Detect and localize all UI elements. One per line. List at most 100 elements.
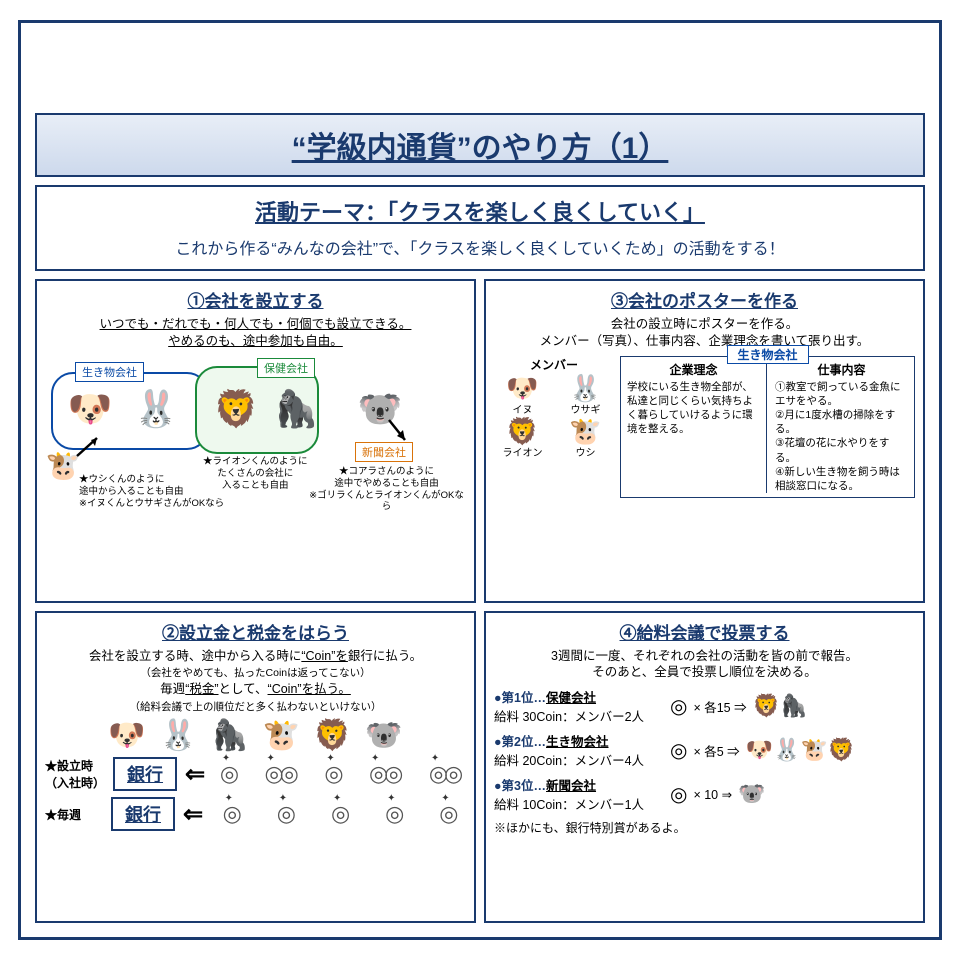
bank-button: 銀行 bbox=[113, 757, 177, 791]
animal-icon: 🐮 bbox=[800, 737, 827, 762]
rank-position: ●第2位… bbox=[494, 735, 546, 749]
rank-recipients: 🐶🐰🐮🦁 bbox=[746, 737, 856, 763]
panel2-title: ②設立金と税金をはらう bbox=[45, 619, 466, 644]
title-bar: “学級内通貨”のやり方（1） bbox=[35, 113, 925, 177]
member-name: ウシ bbox=[557, 444, 614, 459]
coin-icon: ◎ bbox=[223, 801, 238, 827]
rank-pay: 給料 20Coin：メンバー4人 bbox=[494, 754, 644, 768]
animal-icon: 🐮 bbox=[557, 418, 614, 444]
member-cell: 🐰ウサギ bbox=[557, 375, 614, 416]
coin-icon: ◎ bbox=[331, 801, 346, 827]
animal-icon: 🦁 bbox=[828, 737, 855, 762]
rabbit-icon: 🐰 bbox=[160, 721, 197, 751]
tag-health-company: 保健会社 bbox=[257, 358, 315, 378]
panel2-subtitle: 会社を設立する時、途中から入る時に“Coin”を銀行に払う。（会社をやめても、払… bbox=[45, 648, 466, 716]
members-header: メンバー bbox=[494, 356, 614, 373]
rank-mult: × 各15 ⇒ bbox=[693, 697, 746, 716]
member-name: イヌ bbox=[494, 401, 551, 416]
coin-icon: ◎ bbox=[670, 694, 687, 719]
coins-row: ◎ ◎◎ ◎ ◎◎ ◎◎ bbox=[213, 761, 466, 787]
panel3-body: メンバー 🐶イヌ🐰ウサギ🦁ライオン🐮ウシ 生き物会社 企業理念 学校にいる生き物… bbox=[494, 356, 915, 498]
animal-icon: 🐶 bbox=[494, 375, 551, 401]
arrow-left-icon: ⇐ bbox=[185, 760, 205, 789]
animal-icon: 🐨 bbox=[738, 781, 765, 806]
coin-icon: ◎◎ bbox=[264, 761, 294, 787]
coin-icon: ◎ bbox=[220, 761, 235, 787]
panel3-subtitle: 会社の設立時にポスターを作る。 メンバー（写真）、仕事内容、企業理念を書いて張り… bbox=[494, 316, 915, 350]
rabbit-icon: 🐰 bbox=[133, 386, 179, 432]
member-name: ライオン bbox=[494, 444, 551, 459]
note-lion: ★ライオンくんのように たくさんの会社に 入ることも自由 bbox=[203, 456, 308, 492]
bank-button: 銀行 bbox=[111, 797, 175, 831]
rank-company: 保健会社 bbox=[546, 691, 596, 705]
arrow-cow-icon bbox=[73, 434, 103, 460]
panels-grid: ①会社を設立する いつでも・だれでも・何人でも・何個でも設立できる。 やめるのも… bbox=[35, 279, 925, 923]
gorilla-icon: 🦍 bbox=[273, 386, 319, 432]
panel4-note: ※ほかにも、銀行特別賞があるよ。 bbox=[494, 819, 915, 836]
coin-icon: ◎◎ bbox=[369, 761, 399, 787]
philosophy-col: 企業理念 学校にいる生き物全部が、私達と同じくらい気持ちよく暮らしていけるように… bbox=[627, 361, 767, 493]
panel3-title: ③会社のポスターを作る bbox=[494, 287, 915, 312]
rank-company: 新聞会社 bbox=[546, 779, 596, 793]
tag-bio-company: 生き物会社 bbox=[75, 362, 144, 382]
panel1-diagram: 生き物会社 保健会社 新聞会社 🐶 🐰 🦁 🦍 🐨 🐮 ★ウシくんのように 途中… bbox=[45, 356, 466, 516]
duties-text: ①教室で飼っている金魚にエサをやる。 ②月に1度水槽の掃除をする。 ③花壇の花に… bbox=[775, 380, 908, 493]
rank-mult: × 10 ⇒ bbox=[693, 787, 732, 802]
lion-icon: 🦁 bbox=[213, 386, 259, 432]
member-cell: 🐶イヌ bbox=[494, 375, 551, 416]
panel-tax: ②設立金と税金をはらう 会社を設立する時、途中から入る時に“Coin”を銀行に払… bbox=[35, 611, 476, 924]
rank-pay: 給料 30Coin：メンバー2人 bbox=[494, 710, 644, 724]
page-title: “学級内通貨”のやり方（1） bbox=[292, 132, 669, 165]
animal-icon: 🐶 bbox=[746, 737, 773, 762]
rank-recipients: 🦁🦍 bbox=[753, 693, 808, 719]
rank-company: 生き物会社 bbox=[546, 735, 609, 749]
member-cell: 🐮ウシ bbox=[557, 418, 614, 459]
coin-icon: ◎ bbox=[277, 801, 292, 827]
poster-box: 生き物会社 企業理念 学校にいる生き物全部が、私達と同じくらい気持ちよく暮らして… bbox=[620, 356, 915, 498]
animal-icon: 🐰 bbox=[773, 737, 800, 762]
poster-members: メンバー 🐶イヌ🐰ウサギ🦁ライオン🐮ウシ bbox=[494, 356, 614, 459]
rank-row: ●第2位…生き物会社 給料 20Coin：メンバー4人 ◎ × 各5 ⇒ 🐶🐰🐮… bbox=[494, 731, 915, 769]
theme-heading: 活動テーマ：「クラスを楽しく良くしていく」 bbox=[43, 195, 917, 227]
koala-icon: 🐨 bbox=[365, 721, 402, 751]
rank-recipients: 🐨 bbox=[738, 781, 765, 807]
panel-poster: ③会社のポスターを作る 会社の設立時にポスターを作る。 メンバー（写真）、仕事内… bbox=[484, 279, 925, 603]
duties-col: 仕事内容 ①教室で飼っている金魚にエサをやる。 ②月に1度水槽の掃除をする。 ③… bbox=[775, 361, 908, 493]
cow-icon: 🐮 bbox=[263, 721, 300, 751]
arrow-left-icon: ⇐ bbox=[183, 800, 203, 829]
theme-subtitle: これから作る“みんなの会社”で、「クラスを楽しく良くしていくため」の活動をする！ bbox=[43, 235, 917, 259]
animal-icon: 🦁 bbox=[494, 418, 551, 444]
rank-row: ●第3位…新聞会社 給料 10Coin：メンバー1人 ◎ × 10 ⇒ 🐨 bbox=[494, 775, 915, 813]
tag-news-company: 新聞会社 bbox=[355, 442, 413, 462]
panel1-title: ①会社を設立する bbox=[45, 287, 466, 312]
coin-icon: ◎◎ bbox=[429, 761, 459, 787]
panel-establish-company: ①会社を設立する いつでも・だれでも・何人でも・何個でも設立できる。 やめるのも… bbox=[35, 279, 476, 603]
rank-row: ●第1位…保健会社 給料 30Coin：メンバー2人 ◎ × 各15 ⇒ 🦁🦍 bbox=[494, 687, 915, 725]
animal-icon: 🦍 bbox=[780, 693, 807, 718]
establish-label: ★設立時 （入社時） bbox=[45, 757, 105, 791]
gorilla-icon: 🦍 bbox=[211, 721, 248, 751]
member-name: ウサギ bbox=[557, 401, 614, 416]
animal-icon: 🐰 bbox=[557, 375, 614, 401]
panel1-subtitle: いつでも・だれでも・何人でも・何個でも設立できる。 やめるのも、途中参加も自由。 bbox=[45, 316, 466, 350]
dog-icon: 🐶 bbox=[108, 721, 145, 751]
note-koala: ★コアラさんのように 途中でやめることも自由 ※ゴリラくんとライオンくんがOKな… bbox=[307, 466, 466, 514]
coin-icon: ◎ bbox=[324, 761, 339, 787]
panel4-title: ④給料会議で投票する bbox=[494, 619, 915, 644]
pay-row-establish: ★設立時 （入社時） 銀行 ⇐ ◎ ◎◎ ◎ ◎◎ ◎◎ bbox=[45, 757, 466, 791]
coin-icon: ◎ bbox=[670, 738, 687, 763]
animal-icon: 🦁 bbox=[753, 693, 780, 718]
lion-icon: 🦁 bbox=[314, 721, 351, 751]
coin-icon: ◎ bbox=[385, 801, 400, 827]
slide-frame: “学級内通貨”のやり方（1） 活動テーマ：「クラスを楽しく良くしていく」 これか… bbox=[18, 20, 942, 940]
pay-row-weekly: ★毎週 銀行 ⇐ ◎ ◎ ◎ ◎ ◎ bbox=[45, 797, 466, 831]
rank-list: ●第1位…保健会社 給料 30Coin：メンバー2人 ◎ × 各15 ⇒ 🦁🦍 … bbox=[494, 687, 915, 813]
rank-position: ●第3位… bbox=[494, 779, 546, 793]
rank-mult: × 各5 ⇒ bbox=[693, 741, 739, 760]
panel4-subtitle: 3週間に一度、それぞれの会社の活動を皆の前で報告。 そのあと、全員で投票し順位を… bbox=[494, 648, 915, 682]
coin-icon: ◎ bbox=[670, 782, 687, 807]
philosophy-text: 学校にいる生き物全部が、私達と同じくらい気持ちよく暮らしていけるように環境を整え… bbox=[627, 380, 760, 437]
rank-pay: 給料 10Coin：メンバー1人 bbox=[494, 798, 644, 812]
coin-icon: ◎ bbox=[439, 801, 454, 827]
coins-row: ◎ ◎ ◎ ◎ ◎ bbox=[211, 801, 466, 827]
